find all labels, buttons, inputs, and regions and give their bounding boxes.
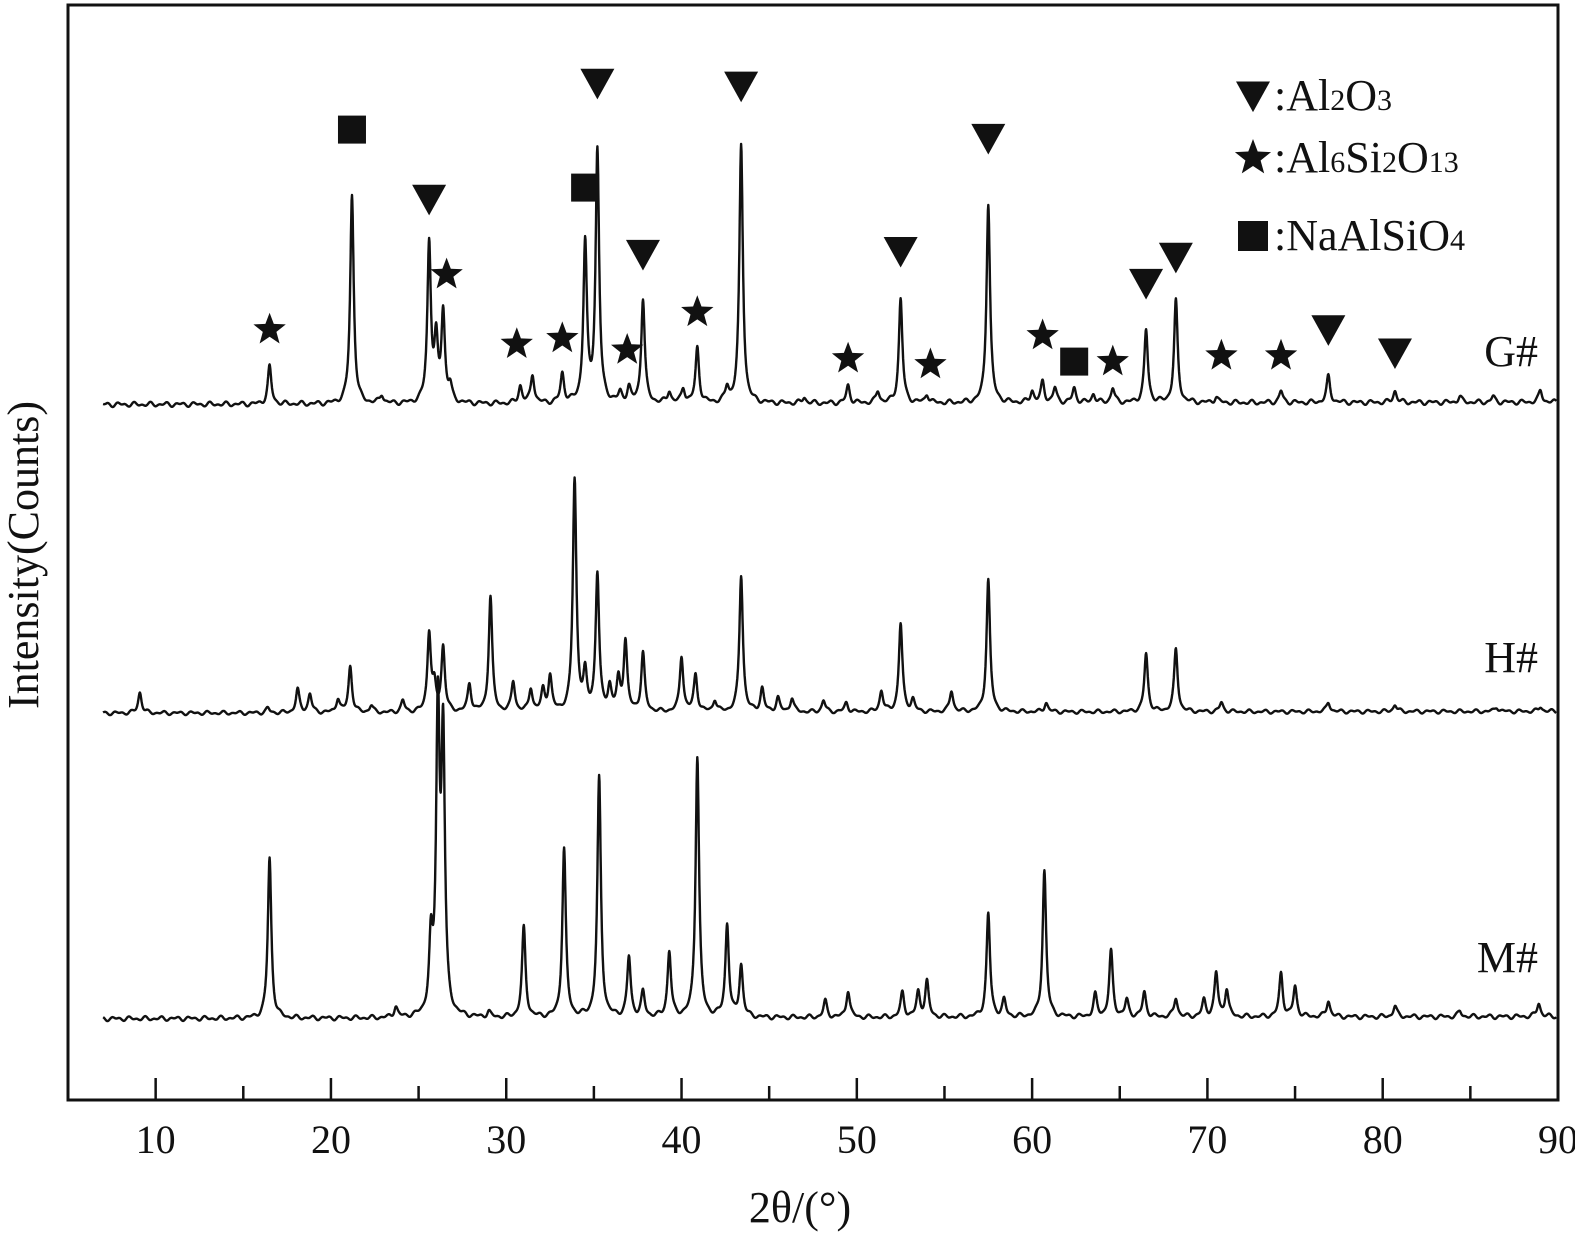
star-marker (1205, 338, 1238, 370)
x-tick-label: 70 (1187, 1117, 1227, 1162)
triangle-marker (580, 68, 615, 100)
legend: :Al2O3 :Al6Si2O13 :NaAlSiO4 (1234, 71, 1465, 260)
star-marker (611, 333, 644, 364)
series-line (102, 476, 1558, 717)
square-marker (1238, 221, 1268, 251)
triangle-marker (1158, 242, 1193, 274)
star-marker (1264, 338, 1298, 370)
x-tick-label: 80 (1363, 1117, 1403, 1162)
star-marker (1096, 344, 1129, 376)
star-marker (681, 295, 714, 327)
plot-frame (66, 3, 1560, 1102)
phase-markers (253, 68, 1412, 379)
legend-label: :NaAlSiO4 (1274, 211, 1465, 260)
x-tick-label: 90 (1538, 1117, 1575, 1162)
legend-label: :Al2O3 (1274, 71, 1392, 120)
legend-label: :Al6Si2O13 (1274, 133, 1459, 182)
triangle-marker (724, 71, 759, 103)
series-label: M# (1477, 933, 1538, 982)
star-marker (1026, 318, 1059, 350)
triangle-marker (1311, 315, 1346, 346)
series-label: G# (1484, 327, 1538, 376)
triangle-marker (1236, 81, 1270, 113)
star-marker (1234, 139, 1272, 174)
square-marker (571, 173, 600, 202)
series-layer (102, 142, 1558, 1023)
star-marker (546, 321, 579, 353)
x-axis-tick-labels: 10 20 30 40 50 60 70 80 90 (136, 1117, 1575, 1162)
star-marker (914, 347, 947, 379)
x-tick-label: 30 (486, 1117, 526, 1162)
series-line (102, 142, 1558, 409)
triangle-marker (1129, 268, 1164, 300)
x-tick-label: 40 (662, 1117, 702, 1162)
x-axis-title: 2θ/(°) (749, 1183, 851, 1232)
x-tick-label: 50 (837, 1117, 877, 1162)
triangle-marker (1377, 338, 1412, 370)
series-line (102, 675, 1558, 1023)
triangle-marker (412, 184, 447, 216)
star-marker (253, 312, 286, 344)
square-marker (1060, 347, 1089, 376)
x-tick-label: 60 (1012, 1117, 1052, 1162)
series-labels: G# H# M# (1477, 327, 1538, 982)
y-axis-title: Intensity(Counts) (0, 401, 48, 709)
triangle-marker (883, 236, 918, 268)
star-marker (430, 257, 463, 289)
triangle-marker (971, 123, 1006, 155)
square-marker (337, 115, 366, 144)
star-marker (500, 327, 533, 358)
triangle-marker (625, 239, 660, 271)
x-tick-label: 20 (311, 1117, 351, 1162)
x-tick-label: 10 (136, 1117, 176, 1162)
x-axis-ticks (66, 1078, 1560, 1100)
star-marker (831, 341, 865, 373)
series-label: H# (1484, 633, 1538, 682)
